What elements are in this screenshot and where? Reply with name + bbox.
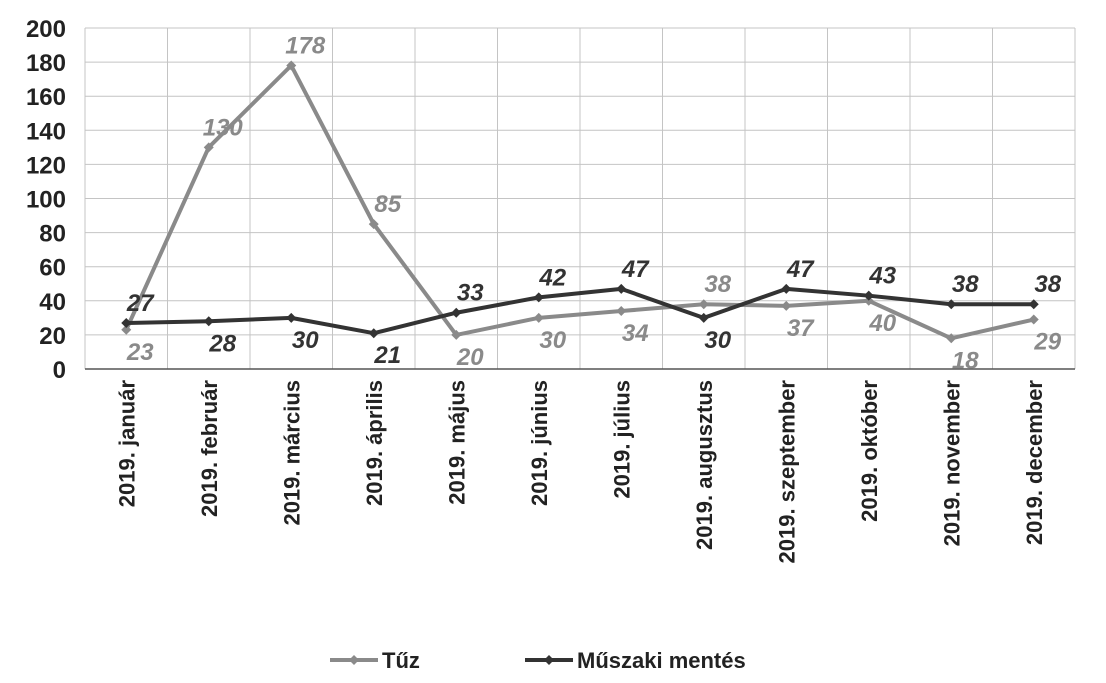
data-point — [946, 333, 957, 344]
data-label: 30 — [704, 327, 731, 354]
data-point — [863, 295, 874, 306]
data-label: 85 — [374, 191, 401, 218]
data-point — [698, 299, 709, 310]
y-tick-label: 20 — [39, 323, 66, 350]
data-label: 40 — [868, 310, 896, 337]
y-tick-label: 200 — [26, 16, 66, 43]
data-label: 23 — [126, 339, 154, 366]
data-point — [533, 292, 544, 303]
axes: 0 20 40 60 80 100 120 140 160 180 200 2019. január 2… — [26, 16, 1075, 563]
data-point — [781, 300, 792, 311]
data-label: 47 — [621, 256, 650, 283]
grid — [84, 27, 1076, 370]
y-tick-label: 100 — [26, 187, 66, 214]
x-tick-label: 2019. július — [609, 380, 634, 499]
x-tick-label: 2019. február — [197, 380, 222, 517]
data-point — [533, 312, 544, 323]
y-tick-label: 120 — [26, 152, 66, 179]
data-label: 18 — [952, 347, 979, 374]
y-tick-label: 80 — [39, 221, 66, 248]
legend-marker — [349, 655, 359, 665]
data-point — [203, 316, 214, 327]
x-tick-label: 2019. április — [362, 380, 387, 506]
series-line-1 — [124, 63, 1035, 341]
data-point — [863, 290, 874, 301]
x-tick-label: 2019. augusztus — [692, 380, 717, 550]
x-tick-label: 2019. november — [939, 380, 964, 547]
data-label: 42 — [538, 264, 566, 291]
data-point — [286, 312, 297, 323]
data-point — [451, 329, 462, 340]
data-label: 37 — [787, 315, 815, 342]
data-point — [616, 283, 627, 294]
data-point — [946, 299, 957, 310]
data-label: 43 — [868, 263, 896, 290]
data-label: 130 — [203, 114, 244, 141]
data-label: 29 — [1033, 329, 1061, 356]
x-tick-label: 2019. december — [1022, 380, 1047, 546]
data-label: 30 — [292, 327, 319, 354]
data-label: 30 — [539, 327, 566, 354]
data-label: 27 — [126, 290, 155, 317]
x-tick-label: 2019. március — [279, 380, 304, 526]
data-point — [1028, 299, 1039, 310]
data-point — [121, 317, 132, 328]
data-label: 38 — [952, 271, 979, 298]
data-label: 178 — [285, 33, 326, 60]
series-line-2 — [126, 286, 1034, 336]
x-tick-label: 2019. szeptember — [774, 380, 799, 564]
y-tick-label: 160 — [26, 84, 66, 111]
data-label: 33 — [457, 280, 484, 307]
data-point — [286, 60, 297, 71]
data-point — [781, 283, 792, 294]
y-tick-label: 40 — [39, 289, 66, 316]
x-tick-label: 2019. október — [857, 380, 882, 522]
x-tick-label: 2019. június — [527, 380, 552, 506]
data-label: 28 — [208, 330, 236, 357]
data-label: 38 — [1034, 271, 1061, 298]
legend-marker — [544, 655, 554, 665]
legend-label: Tűz — [382, 648, 420, 673]
y-tick-label: 140 — [26, 118, 66, 145]
data-point — [368, 219, 379, 230]
data-point — [1028, 314, 1039, 325]
data-point — [616, 306, 627, 317]
data-point — [203, 142, 214, 153]
data-labels: 23 27 130 28 178 30 85 21 20 33 30 42 34 47 38 30 37 47 40… — [126, 33, 1062, 375]
data-label: 20 — [456, 344, 484, 371]
data-point — [121, 324, 132, 335]
data-point — [368, 328, 379, 339]
y-tick-label: 180 — [26, 50, 66, 77]
data-label: 34 — [622, 320, 649, 347]
data-point — [451, 307, 462, 318]
data-point — [698, 312, 709, 323]
x-tick-label: 2019. május — [444, 380, 469, 505]
x-tick-label: 2019. január — [114, 380, 139, 508]
legend-label: Műszaki mentés — [577, 648, 746, 673]
data-label: 38 — [704, 271, 731, 298]
y-tick-label: 0 — [53, 357, 66, 384]
data-label: 47 — [786, 256, 815, 283]
data-label: 21 — [373, 342, 401, 369]
y-tick-label: 60 — [39, 255, 66, 282]
legend: Tűz Műszaki mentés — [330, 648, 746, 673]
series — [121, 60, 1039, 344]
